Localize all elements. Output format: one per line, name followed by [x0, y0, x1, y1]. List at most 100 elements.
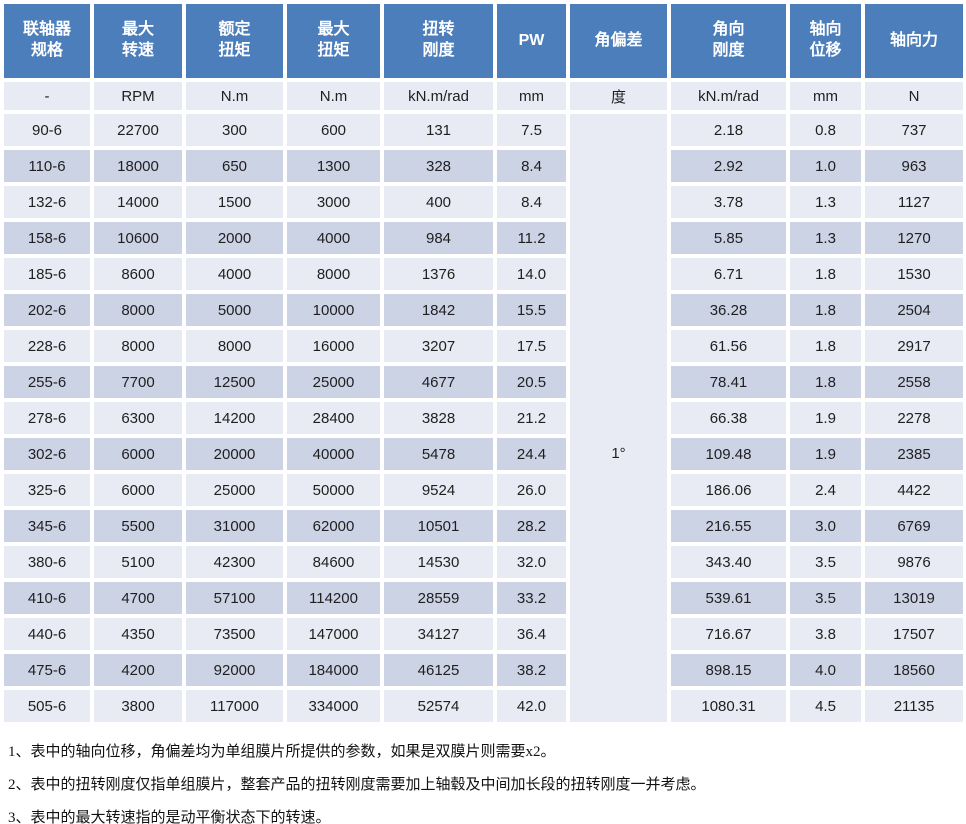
max-torque-cell: 1300	[287, 150, 380, 182]
rated-torque-cell: 20000	[186, 438, 283, 470]
pw-cell: 14.0	[497, 258, 566, 290]
pw-cell: 17.5	[497, 330, 566, 362]
torsional-stiffness-cell: 28559	[384, 582, 493, 614]
axial-force-cell: 18560	[865, 654, 963, 686]
table-row: 440-6 4350 73500 147000 34127 36.4 716.67 3.8 17…	[4, 618, 963, 650]
max-torque-cell: 3000	[287, 186, 380, 218]
max-torque-cell: 8000	[287, 258, 380, 290]
pw-cell: 42.0	[497, 690, 566, 722]
pw-cell: 26.0	[497, 474, 566, 506]
pw-cell: 21.2	[497, 402, 566, 434]
table-row: 345-6 5500 31000 62000 10501 28.2 216.55 3.0 676…	[4, 510, 963, 542]
angular-stiffness-cell: 898.15	[671, 654, 786, 686]
axial-displacement-cell: 1.0	[790, 150, 861, 182]
footnotes: 1、表中的轴向位移，角偏差均为单组膜片所提供的参数，如果是双膜片则需要x2。 2…	[8, 742, 966, 824]
torsional-stiffness-cell: 1842	[384, 294, 493, 326]
max-speed-cell: 4350	[94, 618, 182, 650]
rated-torque-cell: 2000	[186, 222, 283, 254]
axial-displacement-cell: 1.3	[790, 186, 861, 218]
axial-displacement-cell: 2.4	[790, 474, 861, 506]
rated-torque-cell: 117000	[186, 690, 283, 722]
torsional-stiffness-cell: 46125	[384, 654, 493, 686]
unit-angular-deviation: 度	[570, 82, 667, 110]
axial-force-cell: 737	[865, 114, 963, 146]
spec-cell: 410-6	[4, 582, 90, 614]
axial-displacement-cell: 1.9	[790, 438, 861, 470]
max-speed-cell: 5500	[94, 510, 182, 542]
axial-displacement-cell: 0.8	[790, 114, 861, 146]
table-row: 475-6 4200 92000 184000 46125 38.2 898.15 4.0 18…	[4, 654, 963, 686]
max-speed-cell: 18000	[94, 150, 182, 182]
angular-stiffness-cell: 539.61	[671, 582, 786, 614]
footnote-3: 3、表中的最大转速指的是动平衡状态下的转速。	[8, 810, 331, 824]
torsional-stiffness-cell: 3828	[384, 402, 493, 434]
axial-force-cell: 21135	[865, 690, 963, 722]
max-torque-cell: 40000	[287, 438, 380, 470]
angular-stiffness-cell: 6.71	[671, 258, 786, 290]
max-speed-cell: 6300	[94, 402, 182, 434]
max-torque-cell: 600	[287, 114, 380, 146]
unit-pw: mm	[497, 82, 566, 110]
header-angular-deviation: 角偏差	[570, 4, 667, 78]
spec-cell: 302-6	[4, 438, 90, 470]
torsional-stiffness-cell: 14530	[384, 546, 493, 578]
rated-torque-cell: 5000	[186, 294, 283, 326]
angular-stiffness-cell: 216.55	[671, 510, 786, 542]
axial-displacement-cell: 1.8	[790, 258, 861, 290]
max-torque-cell: 184000	[287, 654, 380, 686]
torsional-stiffness-cell: 328	[384, 150, 493, 182]
max-torque-cell: 25000	[287, 366, 380, 398]
header-spec: 联轴器 规格	[4, 4, 90, 78]
table-row: 132-6 14000 1500 3000 400 8.4 3.78 1.3 1127	[4, 186, 963, 218]
angular-stiffness-cell: 36.28	[671, 294, 786, 326]
rated-torque-cell: 300	[186, 114, 283, 146]
header-axial-displacement: 轴向 位移	[790, 4, 861, 78]
axial-displacement-cell: 3.5	[790, 546, 861, 578]
spec-cell: 255-6	[4, 366, 90, 398]
max-torque-cell: 114200	[287, 582, 380, 614]
axial-displacement-cell: 1.8	[790, 366, 861, 398]
pw-cell: 8.4	[497, 150, 566, 182]
axial-displacement-cell: 3.0	[790, 510, 861, 542]
spec-cell: 325-6	[4, 474, 90, 506]
unit-rated-torque: N.m	[186, 82, 283, 110]
axial-displacement-cell: 1.8	[790, 330, 861, 362]
torsional-stiffness-cell: 400	[384, 186, 493, 218]
pw-cell: 20.5	[497, 366, 566, 398]
coupling-spec-table: 联轴器 规格 最大 转速 额定 扭矩 最大 扭矩 扭转 刚度 PW 角偏差 角向…	[4, 4, 963, 722]
max-torque-cell: 16000	[287, 330, 380, 362]
axial-force-cell: 963	[865, 150, 963, 182]
max-torque-cell: 28400	[287, 402, 380, 434]
angular-stiffness-cell: 1080.31	[671, 690, 786, 722]
pw-cell: 28.2	[497, 510, 566, 542]
max-speed-cell: 22700	[94, 114, 182, 146]
axial-force-cell: 2917	[865, 330, 963, 362]
axial-force-cell: 6769	[865, 510, 963, 542]
footnote-1: 1、表中的轴向位移，角偏差均为单组膜片所提供的参数，如果是双膜片则需要x2。	[8, 744, 556, 760]
torsional-stiffness-cell: 5478	[384, 438, 493, 470]
axial-force-cell: 4422	[865, 474, 963, 506]
axial-displacement-cell: 4.5	[790, 690, 861, 722]
spec-cell: 278-6	[4, 402, 90, 434]
rated-torque-cell: 12500	[186, 366, 283, 398]
spec-cell: 185-6	[4, 258, 90, 290]
angular-stiffness-cell: 66.38	[671, 402, 786, 434]
rated-torque-cell: 57100	[186, 582, 283, 614]
axial-force-cell: 17507	[865, 618, 963, 650]
unit-spec: -	[4, 82, 90, 110]
axial-force-cell: 2385	[865, 438, 963, 470]
header-max-torque: 最大 扭矩	[287, 4, 380, 78]
axial-force-cell: 1530	[865, 258, 963, 290]
max-speed-cell: 8600	[94, 258, 182, 290]
table-row: 228-6 8000 8000 16000 3207 17.5 61.56 1.8 2917	[4, 330, 963, 362]
rated-torque-cell: 31000	[186, 510, 283, 542]
axial-displacement-cell: 4.0	[790, 654, 861, 686]
angular-stiffness-cell: 343.40	[671, 546, 786, 578]
table-row: 380-6 5100 42300 84600 14530 32.0 343.40 3.5 987…	[4, 546, 963, 578]
max-speed-cell: 8000	[94, 330, 182, 362]
max-speed-cell: 4700	[94, 582, 182, 614]
axial-displacement-cell: 1.8	[790, 294, 861, 326]
rated-torque-cell: 4000	[186, 258, 283, 290]
units-row: - RPM N.m N.m kN.m/rad mm 度 kN.m/rad mm …	[4, 82, 963, 110]
